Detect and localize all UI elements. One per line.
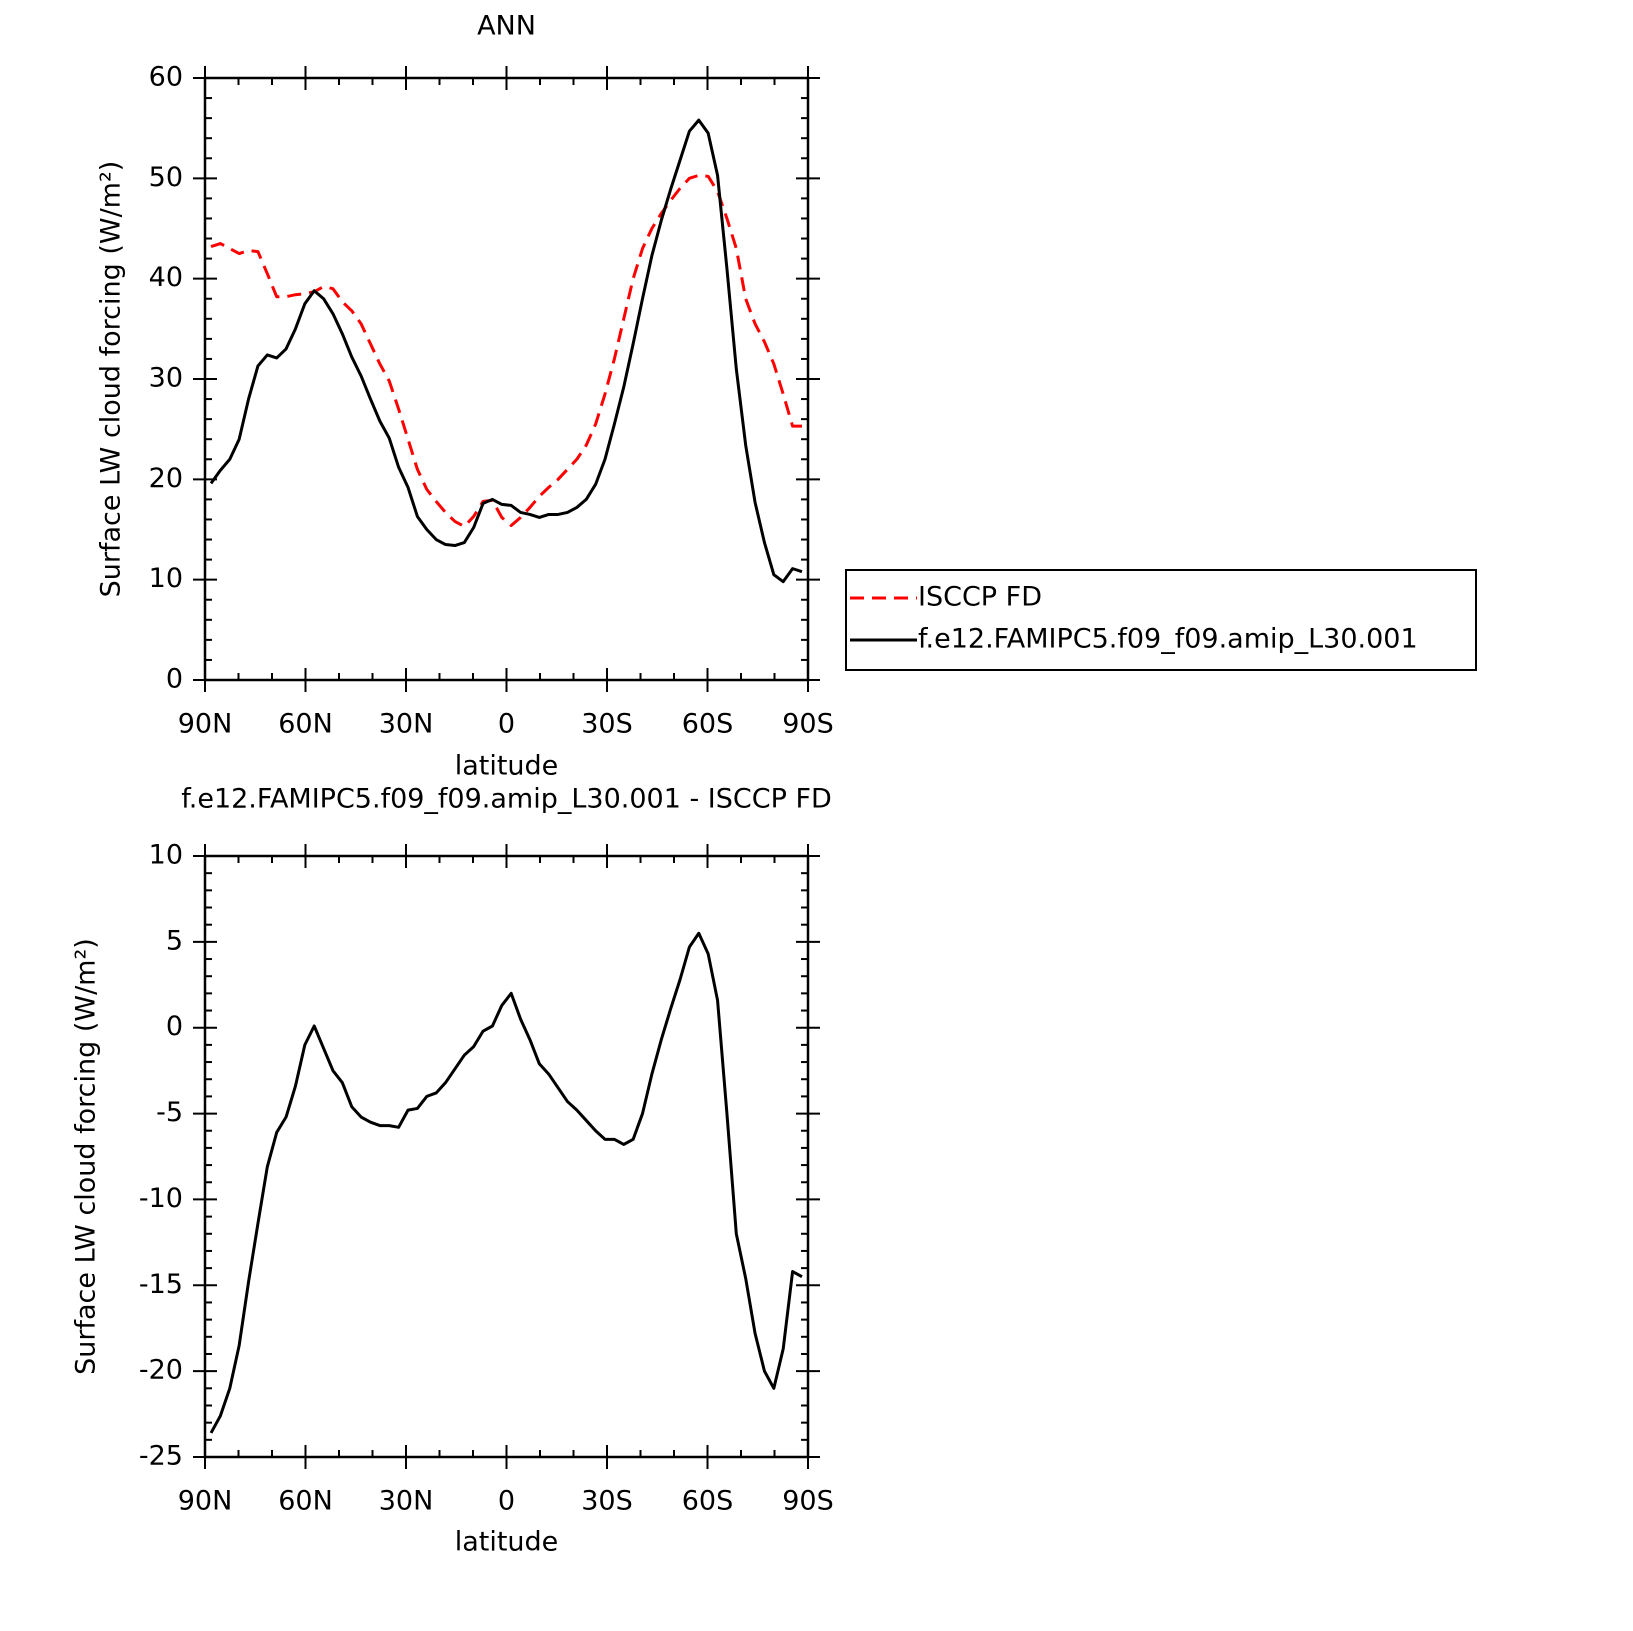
y-tick-label: -10 xyxy=(139,1183,183,1214)
legend-box xyxy=(845,569,1477,671)
x-tick-label: 90N xyxy=(178,1486,233,1517)
x-tick-label: 30N xyxy=(379,709,434,740)
x-tick-label: 90N xyxy=(178,709,233,740)
chart-title: f.e12.FAMIPC5.f09_f09.amip_L30.001 - ISC… xyxy=(181,784,832,815)
plot-frame xyxy=(203,854,810,1459)
x-tick-label: 90S xyxy=(782,1486,834,1517)
y-tick-label: -25 xyxy=(139,1441,183,1472)
y-tick-label: 0 xyxy=(166,1011,183,1042)
y-axis-label: Surface LW cloud forcing (W/m²) xyxy=(96,161,127,598)
legend-label: ISCCP FD xyxy=(918,582,1042,613)
x-tick-label: 30N xyxy=(379,1486,434,1517)
y-tick-label: -15 xyxy=(139,1269,183,1300)
y-tick-label: -20 xyxy=(139,1355,183,1386)
x-axis-label: latitude xyxy=(455,1527,559,1558)
x-axis-label: latitude xyxy=(455,751,559,782)
y-tick-label: 40 xyxy=(149,262,183,293)
chart-title: ANN xyxy=(477,11,536,42)
y-tick-label: 10 xyxy=(149,563,183,594)
plot-frame xyxy=(203,76,810,682)
y-tick-label: 0 xyxy=(166,664,183,695)
x-tick-label: 60N xyxy=(278,709,333,740)
x-tick-label: 30S xyxy=(581,1486,633,1517)
y-tick-label: 50 xyxy=(149,162,183,193)
x-tick-label: 60S xyxy=(682,709,734,740)
x-tick-label: 30S xyxy=(581,709,633,740)
y-axis-label: Surface LW cloud forcing (W/m²) xyxy=(71,938,102,1375)
y-tick-label: 5 xyxy=(166,925,183,956)
x-tick-label: 0 xyxy=(498,1486,515,1517)
y-tick-label: -5 xyxy=(156,1097,183,1128)
legend-label: f.e12.FAMIPC5.f09_f09.amip_L30.001 xyxy=(918,624,1418,655)
data-line xyxy=(209,118,803,584)
y-tick-label: 20 xyxy=(149,463,183,494)
data-line xyxy=(210,173,802,528)
x-tick-label: 0 xyxy=(498,709,515,740)
data-line xyxy=(209,931,803,1434)
x-tick-label: 60N xyxy=(278,1486,333,1517)
y-tick-label: 30 xyxy=(149,363,183,394)
y-tick-label: 60 xyxy=(149,62,183,93)
y-tick-label: 10 xyxy=(149,840,183,871)
x-tick-label: 60S xyxy=(682,1486,734,1517)
x-tick-label: 90S xyxy=(782,709,834,740)
